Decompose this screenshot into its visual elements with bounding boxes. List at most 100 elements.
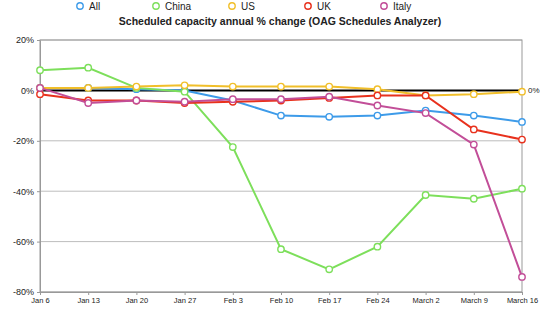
series-marker	[519, 274, 525, 280]
series-marker	[181, 88, 187, 94]
x-tick-label: Jan 6	[31, 296, 49, 305]
legend-marker	[229, 3, 235, 9]
x-tick-label: Jan 20	[126, 296, 149, 305]
series-marker	[278, 112, 284, 118]
series-marker	[326, 266, 332, 272]
title: Scheduled capacity annual % change (OAG …	[119, 15, 441, 27]
series-marker	[374, 86, 380, 92]
x-tick-label: Feb 3	[224, 296, 243, 305]
series-marker	[471, 141, 477, 147]
series-marker	[374, 102, 380, 108]
series-marker	[519, 185, 525, 191]
series-marker	[278, 246, 284, 252]
annotation: 0%	[528, 86, 540, 95]
x-tick-label: Feb 10	[270, 296, 293, 305]
series	[37, 85, 525, 125]
series-marker	[374, 92, 380, 98]
x-tick-mark	[233, 292, 234, 295]
x-tick-label: Jan 27	[174, 296, 197, 305]
x-tick-label: March 2	[413, 296, 440, 305]
x-tick-mark	[88, 292, 89, 295]
y-tick: -40%	[13, 187, 40, 197]
series-line	[40, 88, 522, 277]
series-marker	[278, 83, 284, 89]
series-marker	[422, 92, 428, 98]
series-marker	[37, 85, 43, 91]
y-tick-mark	[37, 242, 40, 243]
legend-item: Italy	[381, 1, 412, 12]
y-tick-label: 0%	[21, 86, 34, 96]
legend: AllChinaUSUKItaly	[77, 1, 412, 12]
x-tick-mark	[281, 292, 282, 295]
x-tick-mark	[329, 292, 330, 295]
series-marker	[181, 99, 187, 105]
legend-marker	[77, 3, 83, 9]
series-line	[40, 88, 522, 122]
y-tick-label: -40%	[13, 187, 34, 197]
y-tick: -60%	[13, 237, 40, 247]
x-tick: March 16	[507, 292, 538, 305]
series-marker	[519, 136, 525, 142]
series-marker	[471, 196, 477, 202]
x-tick: March 9	[461, 292, 488, 305]
series-marker	[85, 85, 91, 91]
series	[37, 85, 525, 280]
series-marker	[374, 243, 380, 249]
legend-marker	[381, 3, 387, 9]
legend-marker	[305, 3, 311, 9]
series-line	[40, 68, 522, 270]
series-marker	[326, 114, 332, 120]
series-marker	[230, 83, 236, 89]
grid-line	[40, 241, 522, 242]
series-marker	[230, 144, 236, 150]
series-marker	[230, 96, 236, 102]
series-marker	[422, 92, 428, 98]
x-tick-mark	[522, 292, 523, 295]
y-tick: -20%	[13, 136, 40, 146]
x-tick-mark	[377, 292, 378, 295]
legend-marker	[153, 3, 159, 9]
series-marker	[133, 97, 139, 103]
x-tick: Feb 10	[270, 292, 293, 305]
legend-label: UK	[317, 1, 331, 12]
series	[37, 65, 525, 273]
x-tick: Jan 20	[126, 292, 149, 305]
x-tick-label: March 16	[507, 296, 538, 305]
series-marker	[278, 96, 284, 102]
series-marker	[422, 110, 428, 116]
grid-line	[40, 191, 522, 192]
series-marker	[37, 67, 43, 73]
series-marker	[326, 94, 332, 100]
legend-item: All	[77, 1, 100, 12]
chart: AllChinaUSUKItalyScheduled capacity annu…	[0, 0, 550, 313]
x-tick: Jan 6	[31, 292, 49, 305]
x-tick: Feb 17	[318, 292, 341, 305]
x-tick-label: Feb 17	[318, 296, 341, 305]
legend-label: Italy	[393, 1, 411, 12]
series	[37, 91, 525, 143]
series-marker	[37, 85, 43, 91]
legend-item: UK	[305, 1, 331, 12]
x-tick-mark	[185, 292, 186, 295]
y-tick-mark	[37, 40, 40, 41]
x-tick-label: March 9	[461, 296, 488, 305]
y-tick-mark	[37, 141, 40, 142]
plot-frame	[40, 40, 522, 292]
grid	[40, 40, 522, 292]
series-marker	[471, 112, 477, 118]
series-marker	[85, 65, 91, 71]
x-tick: Jan 27	[174, 292, 197, 305]
series-marker	[133, 83, 139, 89]
series-marker	[471, 91, 477, 97]
x-tick: Jan 13	[77, 292, 100, 305]
series-marker	[471, 126, 477, 132]
series-marker	[85, 100, 91, 106]
legend-label: All	[89, 1, 100, 12]
x-tick-mark	[40, 292, 41, 295]
y-tick-label: 20%	[16, 35, 34, 45]
x-tick-label: Feb 24	[366, 296, 389, 305]
series-marker	[85, 85, 91, 91]
y-tick-mark	[37, 191, 40, 192]
y-tick: 20%	[16, 35, 40, 45]
series-marker	[37, 91, 43, 97]
